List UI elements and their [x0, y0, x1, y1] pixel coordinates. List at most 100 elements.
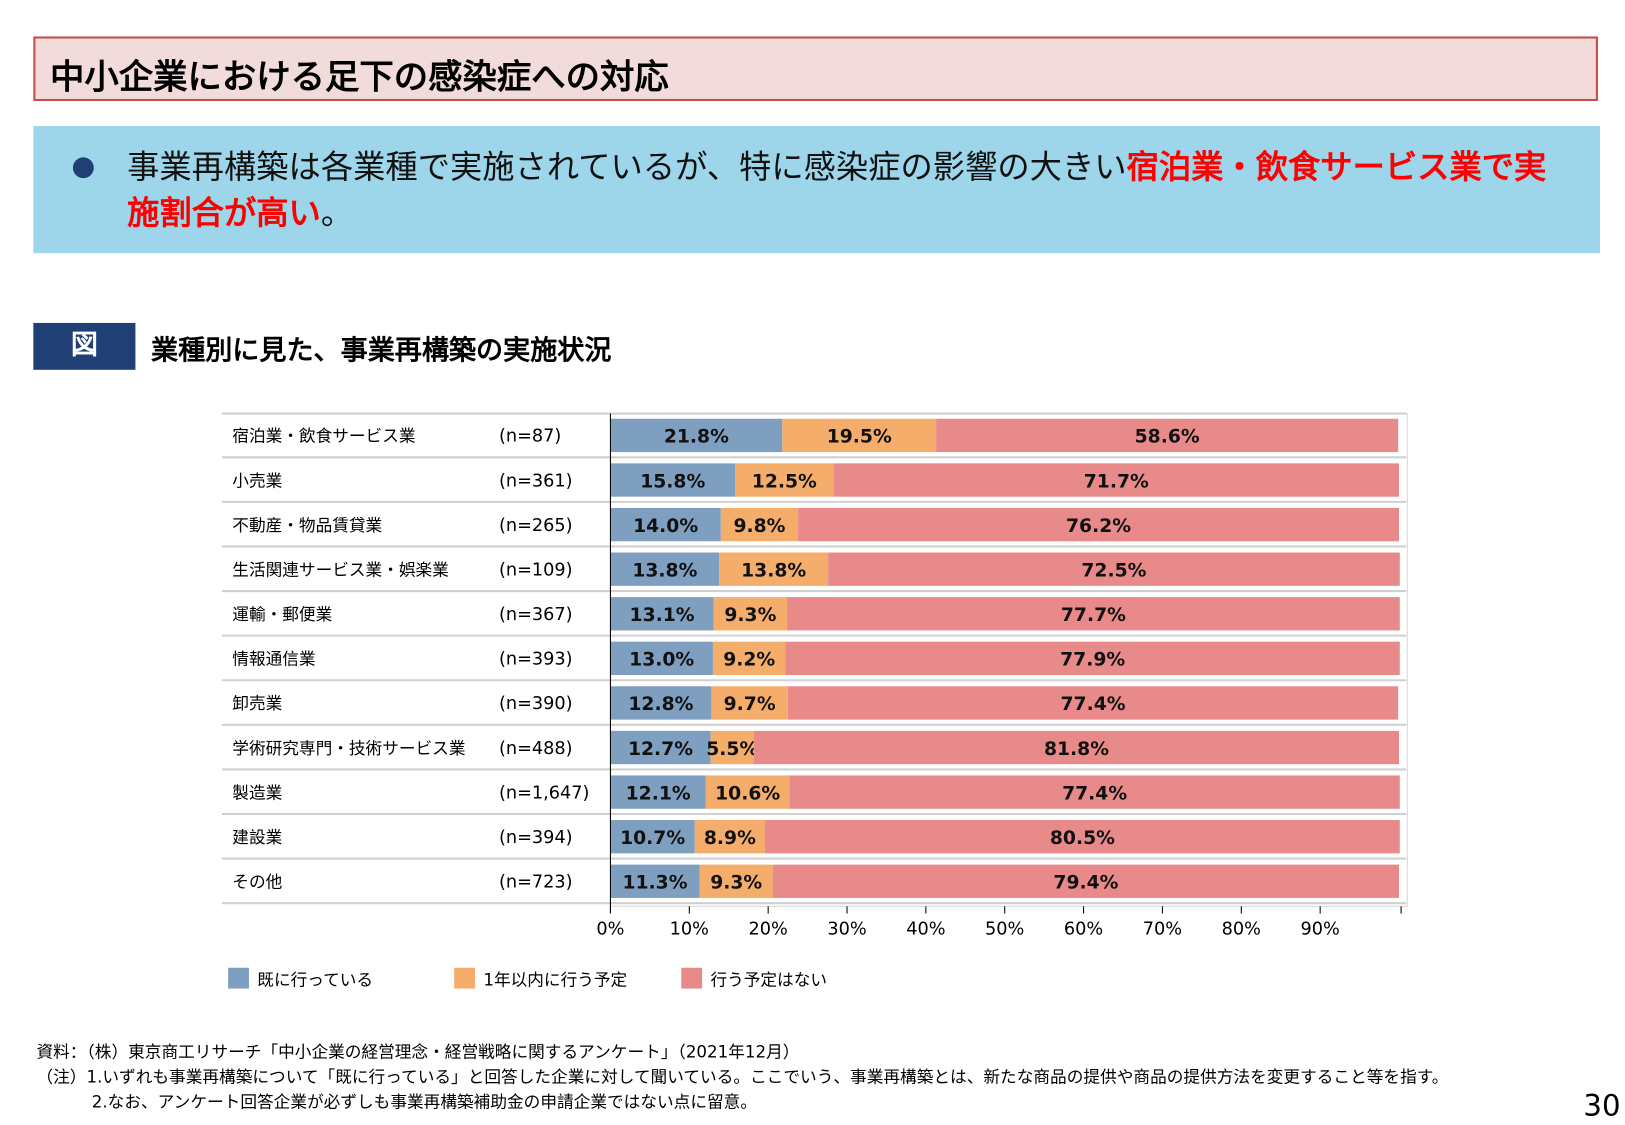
data-label: 19.5% — [827, 427, 892, 448]
bar-segment — [787, 686, 1399, 720]
bar-segment — [713, 597, 788, 631]
x-tick-label: 20% — [748, 919, 787, 939]
bar-segment — [610, 552, 720, 586]
bar-segment — [610, 597, 714, 631]
bar-segment — [610, 864, 700, 898]
bar-segment — [610, 730, 711, 765]
bar-segment — [833, 463, 1400, 497]
data-label: 13.0% — [629, 650, 694, 671]
x-tick-label: 70% — [1143, 919, 1182, 939]
x-tick-label: 80% — [1222, 919, 1261, 939]
bar-segment — [720, 507, 799, 542]
bar-segment — [610, 820, 695, 854]
bar-segment — [789, 775, 1400, 809]
category-label: 製造業 — [232, 783, 282, 802]
data-label: 76.2% — [1066, 516, 1131, 537]
legend-label: 行う予定はない — [710, 970, 827, 989]
data-label: 77.9% — [1060, 650, 1125, 671]
data-label: 81.8% — [1044, 739, 1109, 760]
category-label: その他 — [232, 873, 282, 892]
data-label: 72.5% — [1081, 560, 1146, 581]
data-label: 12.8% — [628, 694, 693, 715]
bar-segment — [772, 864, 1400, 898]
bar-segment — [764, 820, 1400, 854]
data-label: 77.7% — [1061, 605, 1126, 626]
bar-segment — [798, 507, 1400, 542]
figure-title: 業種別に見た、事業再構築の実施状況 — [151, 335, 612, 367]
bar-segment — [610, 507, 721, 542]
title-box: 中小企業における足下の感染症への対応 — [33, 36, 1598, 102]
summary-highlight: 宿泊業・飲食サービス業で実施割合が高い — [127, 148, 1547, 233]
category-label: 小売業 — [232, 471, 282, 490]
sample-size-label: (n=723) — [499, 873, 573, 893]
bar-segment — [719, 552, 829, 586]
sample-size-label: (n=1,647) — [499, 783, 589, 803]
bar-segment — [753, 730, 1400, 765]
bar-segment — [828, 552, 1400, 586]
data-label: 12.1% — [626, 783, 691, 804]
data-label: 5.5% — [706, 739, 758, 760]
legend-swatch — [454, 967, 476, 989]
sample-size-label: (n=488) — [499, 739, 573, 759]
bar-segment — [610, 775, 706, 809]
sample-size-label: (n=367) — [499, 605, 573, 625]
category-label: 卸売業 — [232, 694, 282, 713]
bullet-icon — [72, 157, 94, 179]
x-tick-label: 60% — [1064, 919, 1103, 939]
x-tick-label: 30% — [827, 919, 866, 939]
bar-segment — [705, 775, 790, 809]
bar-segment — [699, 864, 773, 898]
data-label: 13.1% — [630, 605, 695, 626]
data-label: 9.3% — [724, 605, 776, 626]
bar-segment — [610, 641, 713, 676]
bar-segment — [936, 418, 1399, 453]
data-label: 8.9% — [704, 828, 756, 849]
bar-segment — [710, 730, 754, 765]
data-label: 11.3% — [622, 873, 687, 894]
data-label: 10.6% — [715, 783, 780, 804]
sample-size-label: (n=265) — [499, 516, 573, 536]
bar-segment — [785, 641, 1400, 676]
data-label: 9.2% — [723, 650, 775, 671]
summary-box: 事業再構築は各業種で実施されているが、特に感染症の影響の大きい宿泊業・飲食サービ… — [33, 126, 1601, 254]
data-label: 58.6% — [1135, 427, 1200, 448]
bar-segment — [610, 686, 712, 720]
legend-swatch — [228, 967, 249, 989]
category-label: 情報通信業 — [232, 650, 316, 669]
legend-label: 既に行っている — [257, 970, 373, 989]
x-tick-label: 90% — [1300, 919, 1339, 939]
sample-size-label: (n=394) — [499, 828, 573, 848]
x-tick-label: 10% — [670, 919, 709, 939]
bar-segment — [694, 820, 765, 854]
summary-end: 。 — [320, 194, 354, 233]
bar-segment — [610, 418, 783, 453]
slide-title: 中小企業における足下の感染症への対応 — [50, 56, 669, 97]
source-line: 資料：（株）東京商工リサーチ「中小企業の経営理念・経営戦略に関するアンケート」（… — [36, 1041, 800, 1062]
data-label: 71.7% — [1084, 471, 1149, 492]
data-label: 12.7% — [628, 739, 693, 760]
data-label: 80.5% — [1050, 828, 1115, 849]
category-label: 宿泊業・飲食サービス業 — [232, 427, 416, 446]
sample-size-label: (n=87) — [499, 427, 561, 447]
category-label: 建設業 — [232, 828, 282, 847]
x-tick-label: 50% — [985, 919, 1024, 939]
data-label: 79.4% — [1053, 873, 1118, 894]
data-label: 9.3% — [710, 873, 762, 894]
sample-size-label: (n=393) — [499, 650, 573, 670]
legend-swatch — [681, 967, 703, 989]
category-label: 学術研究専門・技術サービス業 — [232, 739, 466, 758]
bar-segment — [610, 463, 736, 497]
stacked-bar-chart: 宿泊業・飲食サービス業 (n=87) 21.8% 19.5% 58.6% 小売業 (n=36… — [221, 412, 1408, 989]
figure-tag: 図 — [33, 322, 136, 370]
bar-segment — [782, 418, 937, 453]
sample-size-label: (n=109) — [499, 560, 573, 580]
summary-text: 事業再構築は各業種で実施されているが、特に感染症の影響の大きい宿泊業・飲食サービ… — [127, 145, 1575, 237]
data-label: 10.7% — [620, 828, 685, 849]
note-line-2: 2.なお、アンケート回答企業が必ずしも事業再構築補助金の申請企業ではない点に留意… — [36, 1091, 758, 1112]
data-label: 13.8% — [632, 560, 697, 581]
data-label: 77.4% — [1062, 783, 1127, 804]
category-label: 運輸・郵便業 — [232, 605, 332, 624]
bar-segment — [787, 597, 1400, 631]
summary-plain: 事業再構築は各業種で実施されているが、特に感染症の影響の大きい — [127, 148, 1127, 187]
